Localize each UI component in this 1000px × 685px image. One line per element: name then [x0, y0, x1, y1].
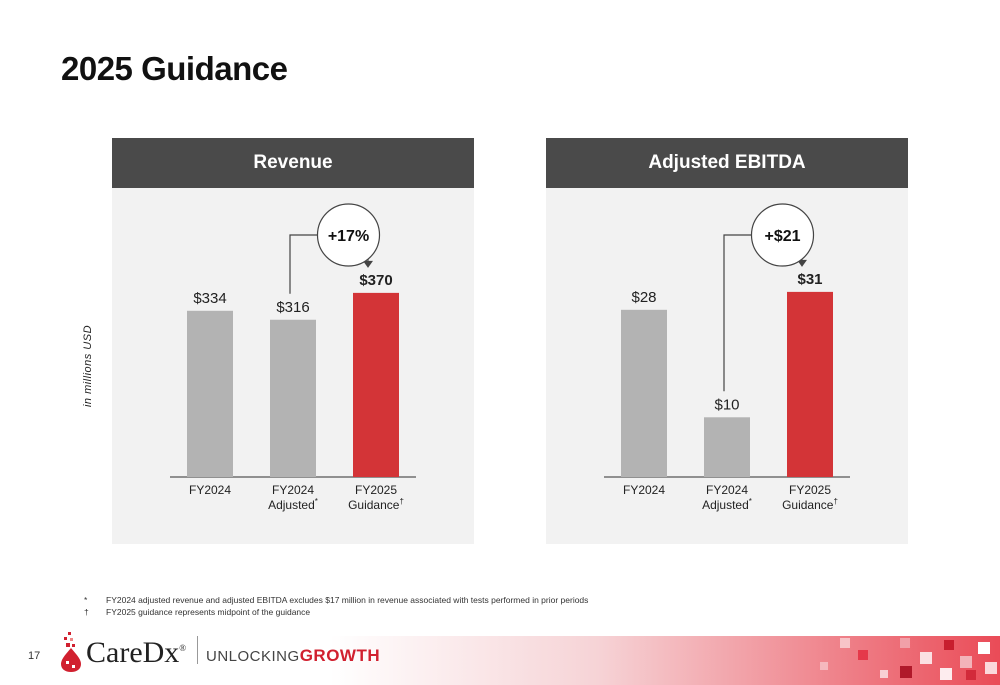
footnote-mark: * [84, 595, 88, 605]
pixel-square [978, 642, 990, 654]
bar [787, 291, 833, 477]
bar [270, 319, 316, 477]
footer: 17 CareDx® UNLOCKINGGROWTH [0, 630, 1000, 685]
change-connector [723, 234, 752, 392]
tick-label: Adjusted* [268, 497, 318, 512]
tick-label: FY2025 [789, 483, 831, 497]
pixel-square [820, 662, 828, 670]
pixel-square [900, 638, 910, 648]
tagline: UNLOCKINGGROWTH [206, 646, 380, 666]
ebitda-chart: $28FY2024$10FY2024Adjusted*$31FY2025Guid… [604, 203, 850, 512]
bar [353, 292, 399, 477]
ebitda-panel: Adjusted EBITDA $28 FY2024 $10 FY2024 Adjust… [546, 138, 908, 544]
bar [704, 417, 750, 477]
pixel-square [966, 670, 976, 680]
tick-mark: * [315, 497, 318, 506]
arrow-head [363, 260, 373, 268]
change-label: +$21 [764, 228, 800, 245]
caredx-wordmark: CareDx® [86, 636, 186, 670]
change-label: +17% [328, 228, 369, 245]
tick-label: FY2024 [623, 483, 665, 497]
pixel-square [900, 666, 912, 678]
tick-label: Adjusted* [702, 497, 752, 512]
footnote-mark: † [84, 607, 89, 617]
ebitda-panel-title: Adjusted EBITDA [546, 138, 908, 188]
bar [187, 310, 233, 477]
caredx-logo-icon [61, 632, 81, 672]
pixel-square [960, 656, 972, 668]
footnotes: * FY2024 adjusted revenue and adjusted E… [84, 594, 588, 618]
logo-divider [197, 636, 198, 664]
bar [621, 309, 667, 477]
change-bubble [316, 203, 381, 267]
tick-mark: † [833, 497, 837, 506]
data-label: $10 [714, 396, 739, 413]
data-label: $31 [797, 271, 822, 288]
unit-label: in millions USD [82, 324, 94, 408]
page-number: 17 [28, 650, 41, 662]
tick-label: FY2024 [189, 483, 231, 497]
footnote-text: FY2024 adjusted revenue and adjusted EBI… [106, 595, 589, 605]
data-label: $334 [193, 290, 226, 307]
footnote: * FY2024 adjusted revenue and adjusted E… [84, 594, 588, 606]
tick-label: Guidance† [348, 497, 404, 512]
pixel-square [840, 638, 850, 648]
pixel-square [858, 650, 868, 660]
tick-label: FY2024 [706, 483, 748, 497]
data-label: $370 [359, 272, 392, 289]
tick-label: FY2025 [355, 483, 397, 497]
pixel-square [985, 662, 997, 674]
footnote: † FY2025 guidance represents midpoint of… [84, 606, 588, 618]
pixel-square [944, 640, 954, 650]
footnote-text: FY2025 guidance represents midpoint of t… [106, 607, 311, 617]
page-title: 2025 Guidance [61, 50, 288, 87]
logo-text: CareDx [86, 636, 180, 669]
tick-label: Guidance† [782, 497, 838, 512]
tagline-bold: GROWTH [299, 646, 381, 665]
logo-reg: ® [179, 643, 187, 653]
revenue-panel: Revenue $334 FY2024 $316 FY2024 Adjusted* $37… [112, 138, 474, 544]
change-bubble [750, 203, 815, 267]
footer-gradient [330, 636, 1000, 685]
tick-label: FY2024 [272, 483, 314, 497]
data-label: $316 [276, 299, 309, 316]
change-connector [289, 234, 318, 294]
revenue-panel-title: Revenue [112, 138, 474, 188]
pixel-square [940, 668, 952, 680]
revenue-chart: $334FY2024$316FY2024Adjusted*$370FY2025G… [170, 203, 416, 512]
pixel-square [920, 652, 932, 664]
tick-mark: † [399, 497, 403, 506]
data-label: $28 [631, 289, 656, 306]
tagline-light: UNLOCKING [206, 648, 300, 665]
pixel-square [880, 670, 888, 678]
tick-mark: * [749, 497, 752, 506]
